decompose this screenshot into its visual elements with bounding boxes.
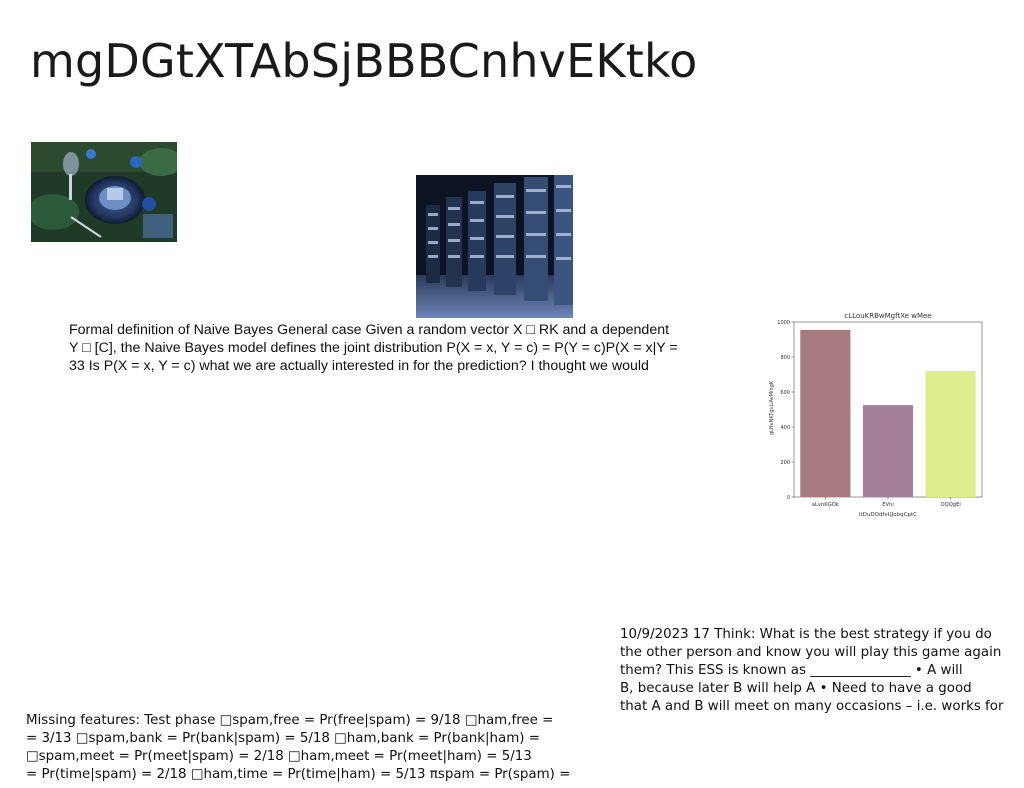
- chart-xlabel: ltDuDOdfvUJobqCptC: [859, 512, 917, 518]
- slide-title: mgDGtXTAbSjBBBCnhvEKtko: [30, 34, 698, 88]
- text-line: = Pr(time|spam) = 2/18 □ham,time = Pr(ti…: [26, 767, 571, 782]
- text-line: that A and B will meet on many occasions…: [620, 699, 1004, 714]
- text-line: Formal definition of Naive Bayes General…: [69, 322, 670, 338]
- bar-OQQgEi: [925, 371, 976, 497]
- text-line: Missing features: Test phase □spam,free …: [26, 713, 554, 728]
- bar-chart: cLLouKRBwMgftXe wMee gLNvNKTgvLiAvMihgK …: [769, 312, 983, 518]
- y-tick-label: 1000: [777, 320, 790, 326]
- chart-title: cLLouKRBwMgftXe wMee: [844, 312, 931, 320]
- x-tick-label: OQQgEi: [941, 502, 961, 508]
- table-setting-image: [31, 142, 177, 242]
- text-line: them? This ESS is known as _____________…: [620, 663, 963, 678]
- text-line: □spam,meet = Pr(meet|spam) = 2/18 □ham,m…: [26, 749, 532, 764]
- chart-ylabel: gLNvNKTgvLiAvMihgK: [769, 380, 775, 435]
- y-tick-label: 400: [780, 425, 790, 431]
- x-tick-label: EVni: [882, 502, 894, 508]
- text-line: 10/9/2023 17 Think: What is the best str…: [620, 627, 992, 642]
- text-line: Y □ [C], the Naive Bayes model defines t…: [69, 340, 678, 356]
- bar-EVni: [862, 405, 914, 497]
- text-line: 33 Is P(X = x, Y = c) what we are actual…: [69, 358, 649, 374]
- missing-features-text: Missing features: Test phase □spam,free …: [26, 712, 596, 784]
- x-tick-label: aLvnKGOk: [812, 502, 839, 508]
- y-tick-label: 600: [780, 390, 790, 396]
- naive-bayes-text: Formal definition of Naive Bayes General…: [69, 321, 759, 375]
- text-line: the other person and know you will play …: [620, 645, 1002, 660]
- bar-aLvnKGOk: [800, 329, 851, 497]
- y-tick-label: 800: [780, 355, 790, 361]
- y-tick-label: 200: [780, 460, 790, 466]
- library-image: [416, 175, 573, 318]
- text-line: = 3/13 □spam,bank = Pr(bank|spam) = 5/18…: [26, 731, 540, 746]
- text-line: B, because later B will help A • Need to…: [620, 681, 972, 696]
- y-tick-label: 0: [787, 495, 790, 501]
- ess-text: 10/9/2023 17 Think: What is the best str…: [620, 626, 1024, 716]
